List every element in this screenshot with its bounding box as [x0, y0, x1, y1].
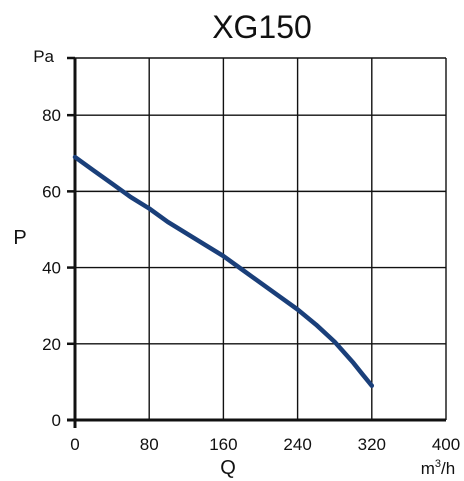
series-line [72, 154, 375, 388]
series-group [72, 154, 375, 388]
chart-title: XG150 [212, 9, 312, 45]
y-unit-label: Pa [33, 47, 54, 66]
x-tick-label: 160 [209, 435, 237, 454]
x-unit-label: m3/h [421, 458, 455, 478]
x-tick-label: 400 [432, 435, 460, 454]
plot-axes [67, 58, 446, 428]
x-tick-label: 0 [70, 435, 79, 454]
y-tick-label: 40 [42, 259, 61, 278]
x-tick-label: 80 [140, 435, 159, 454]
x-tick-label: 240 [283, 435, 311, 454]
y-axis-label: P [13, 227, 26, 249]
y-tick-label: 60 [42, 182, 61, 201]
y-tick-label: 80 [42, 106, 61, 125]
y-tick-label: 20 [42, 335, 61, 354]
y-tick-label: 0 [52, 411, 61, 430]
x-axis-label: Q [220, 457, 236, 479]
x-tick-labels: 0 80 160 240 320 400 [70, 435, 460, 454]
plot-grid [67, 56, 447, 422]
y-tick-labels: 0 20 40 60 80 [42, 106, 61, 430]
x-tick-label: 320 [358, 435, 386, 454]
